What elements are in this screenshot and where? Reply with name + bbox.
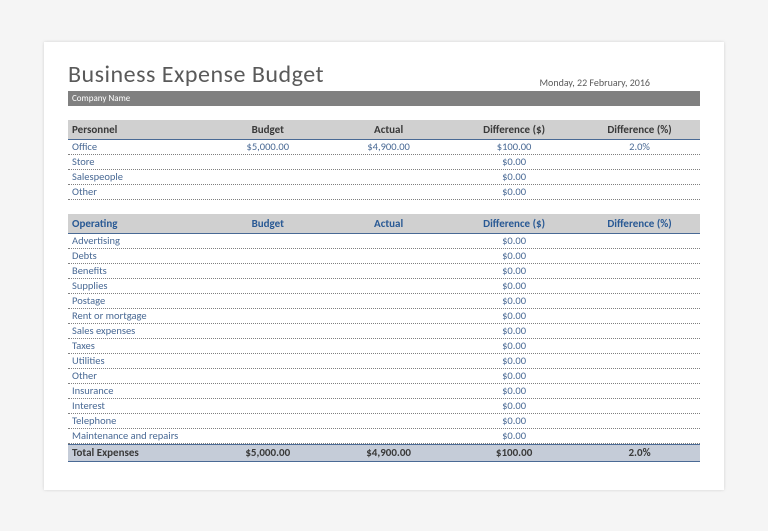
- cell-pct: [579, 174, 700, 180]
- cell-actual: [328, 159, 449, 165]
- col-actual: Actual: [328, 120, 449, 139]
- cell-budget: [207, 189, 328, 195]
- cell-budget: [207, 343, 328, 349]
- col-personnel: Personnel: [68, 120, 207, 139]
- total-pct: 2.0%: [579, 443, 700, 462]
- cell-actual: [328, 313, 449, 319]
- date-label: Monday, 22 February, 2016: [540, 76, 701, 89]
- personnel-body: Office$5,000.00$4,900.00$100.002.0%Store…: [68, 140, 700, 200]
- cell-diff: $0.00: [449, 182, 579, 201]
- col-diff: Difference ($): [449, 120, 579, 139]
- cell-pct: [579, 328, 700, 334]
- cell-actual: [328, 358, 449, 364]
- cell-pct: [579, 283, 700, 289]
- total-budget: $5,000.00: [207, 443, 328, 462]
- col-operating: Operating: [68, 214, 207, 233]
- cell-pct: [579, 238, 700, 244]
- cell-actual: [328, 343, 449, 349]
- cell-budget: [207, 268, 328, 274]
- cell-actual: [328, 174, 449, 180]
- cell-pct: [579, 268, 700, 274]
- cell-actual: [328, 373, 449, 379]
- cell-pct: [579, 298, 700, 304]
- cell-budget: [207, 298, 328, 304]
- total-actual: $4,900.00: [328, 443, 449, 462]
- cell-pct: [579, 253, 700, 259]
- total-row: Total Expenses $5,000.00 $4,900.00 $100.…: [68, 444, 700, 462]
- budget-sheet: Business Expense Budget Monday, 22 Febru…: [44, 42, 724, 490]
- operating-section: Operating Budget Actual Difference ($) D…: [68, 214, 700, 462]
- cell-budget: [207, 159, 328, 165]
- company-bar: Company Name: [68, 92, 700, 106]
- cell-pct: [579, 343, 700, 349]
- operating-body: Advertising$0.00Debts$0.00Benefits$0.00S…: [68, 234, 700, 444]
- cell-actual: [328, 283, 449, 289]
- cell-budget: [207, 313, 328, 319]
- cell-budget: [207, 253, 328, 259]
- cell-pct: [579, 358, 700, 364]
- cell-actual: [328, 238, 449, 244]
- col-pct: Difference (%): [579, 214, 700, 233]
- total-diff: $100.00: [449, 443, 579, 462]
- cell-budget: [207, 283, 328, 289]
- cell-pct: [579, 403, 700, 409]
- cell-actual: [328, 268, 449, 274]
- col-actual: Actual: [328, 214, 449, 233]
- col-budget: Budget: [207, 120, 328, 139]
- title-row: Business Expense Budget Monday, 22 Febru…: [68, 60, 700, 92]
- cell-actual: [328, 403, 449, 409]
- cell-actual: [328, 253, 449, 259]
- cell-pct: [579, 373, 700, 379]
- cell-label: Other: [68, 182, 207, 201]
- table-row: Other $0.00: [68, 185, 700, 200]
- cell-budget: [207, 328, 328, 334]
- cell-actual: [328, 388, 449, 394]
- cell-budget: [207, 373, 328, 379]
- cell-budget: $5,000.00: [207, 137, 328, 156]
- cell-actual: [328, 418, 449, 424]
- cell-actual: [328, 433, 449, 439]
- cell-actual: [328, 298, 449, 304]
- cell-pct: [579, 418, 700, 424]
- cell-budget: [207, 358, 328, 364]
- cell-budget: [207, 418, 328, 424]
- cell-actual: $4,900.00: [328, 137, 449, 156]
- cell-budget: [207, 388, 328, 394]
- cell-pct: 2.0%: [579, 137, 700, 156]
- personnel-section: Personnel Budget Actual Difference ($) D…: [68, 120, 700, 200]
- cell-actual: [328, 189, 449, 195]
- cell-budget: [207, 433, 328, 439]
- total-label: Total Expenses: [68, 443, 207, 462]
- cell-pct: [579, 388, 700, 394]
- table-row: Maintenance and repairs$0.00: [68, 429, 700, 444]
- cell-pct: [579, 189, 700, 195]
- cell-pct: [579, 433, 700, 439]
- cell-pct: [579, 313, 700, 319]
- col-pct: Difference (%): [579, 120, 700, 139]
- cell-budget: [207, 238, 328, 244]
- cell-actual: [328, 328, 449, 334]
- col-diff: Difference ($): [449, 214, 579, 233]
- cell-budget: [207, 403, 328, 409]
- cell-budget: [207, 174, 328, 180]
- cell-pct: [579, 159, 700, 165]
- page-title: Business Expense Budget: [68, 60, 324, 89]
- col-budget: Budget: [207, 214, 328, 233]
